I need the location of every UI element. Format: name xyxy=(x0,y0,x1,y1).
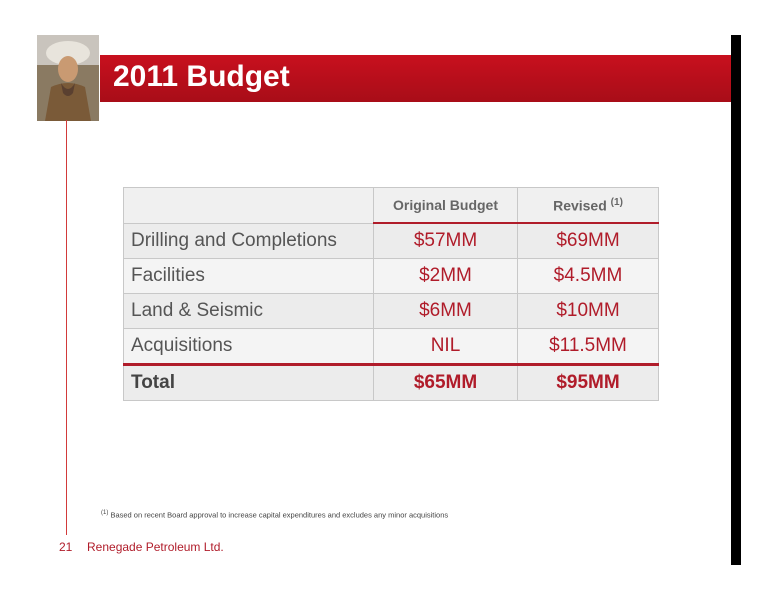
cell: $57MM xyxy=(373,222,518,259)
row: Acquisitions NIL $11.5MM xyxy=(123,328,659,365)
row-label: Land & Seismic xyxy=(123,293,374,329)
cell: $10MM xyxy=(517,293,659,329)
cell: $6MM xyxy=(373,293,518,329)
column-header: Revised xyxy=(553,197,607,214)
title-banner xyxy=(100,55,740,102)
cell: NIL xyxy=(373,328,518,365)
cell: $69MM xyxy=(517,222,659,259)
note-marker: (1) xyxy=(610,196,623,208)
cell: $11.5MM xyxy=(517,328,659,365)
footnote: (1) Based on recent Board approval to in… xyxy=(101,510,448,520)
column-header: Original Budget xyxy=(393,197,498,213)
row-label: Drilling and Completions xyxy=(123,222,374,259)
header-cell: Original Budget xyxy=(373,187,518,224)
header-row: Original Budget Revised (1) xyxy=(123,187,659,224)
header-cell xyxy=(123,187,374,224)
header-cell: Revised (1) xyxy=(517,187,659,224)
page-number: 21 xyxy=(59,540,73,554)
cell: $4.5MM xyxy=(517,258,659,294)
row-label: Acquisitions xyxy=(123,328,374,365)
cell: $65MM xyxy=(373,363,518,401)
slide-title: 2011 Budget xyxy=(113,60,290,93)
cell: $95MM xyxy=(517,363,659,401)
row: Facilities $2MM $4.5MM xyxy=(123,258,659,294)
row-label: Facilities xyxy=(123,258,374,294)
budget-table: Original Budget Revised (1) Drilling and… xyxy=(123,187,659,401)
row-label: Total xyxy=(123,363,374,401)
footnote-marker: (1) xyxy=(101,510,109,516)
cell: $2MM xyxy=(373,258,518,294)
company-name: Renegade Petroleum Ltd. xyxy=(87,540,224,554)
row: Land & Seismic $6MM $10MM xyxy=(123,293,659,329)
row: Drilling and Completions $57MM $69MM xyxy=(123,222,659,259)
divider-line xyxy=(66,120,67,535)
right-bar xyxy=(731,35,741,565)
total-row: Total $65MM $95MM xyxy=(123,363,659,401)
portrait-photo xyxy=(37,35,99,121)
footnote-text: Based on recent Board approval to increa… xyxy=(110,510,449,520)
